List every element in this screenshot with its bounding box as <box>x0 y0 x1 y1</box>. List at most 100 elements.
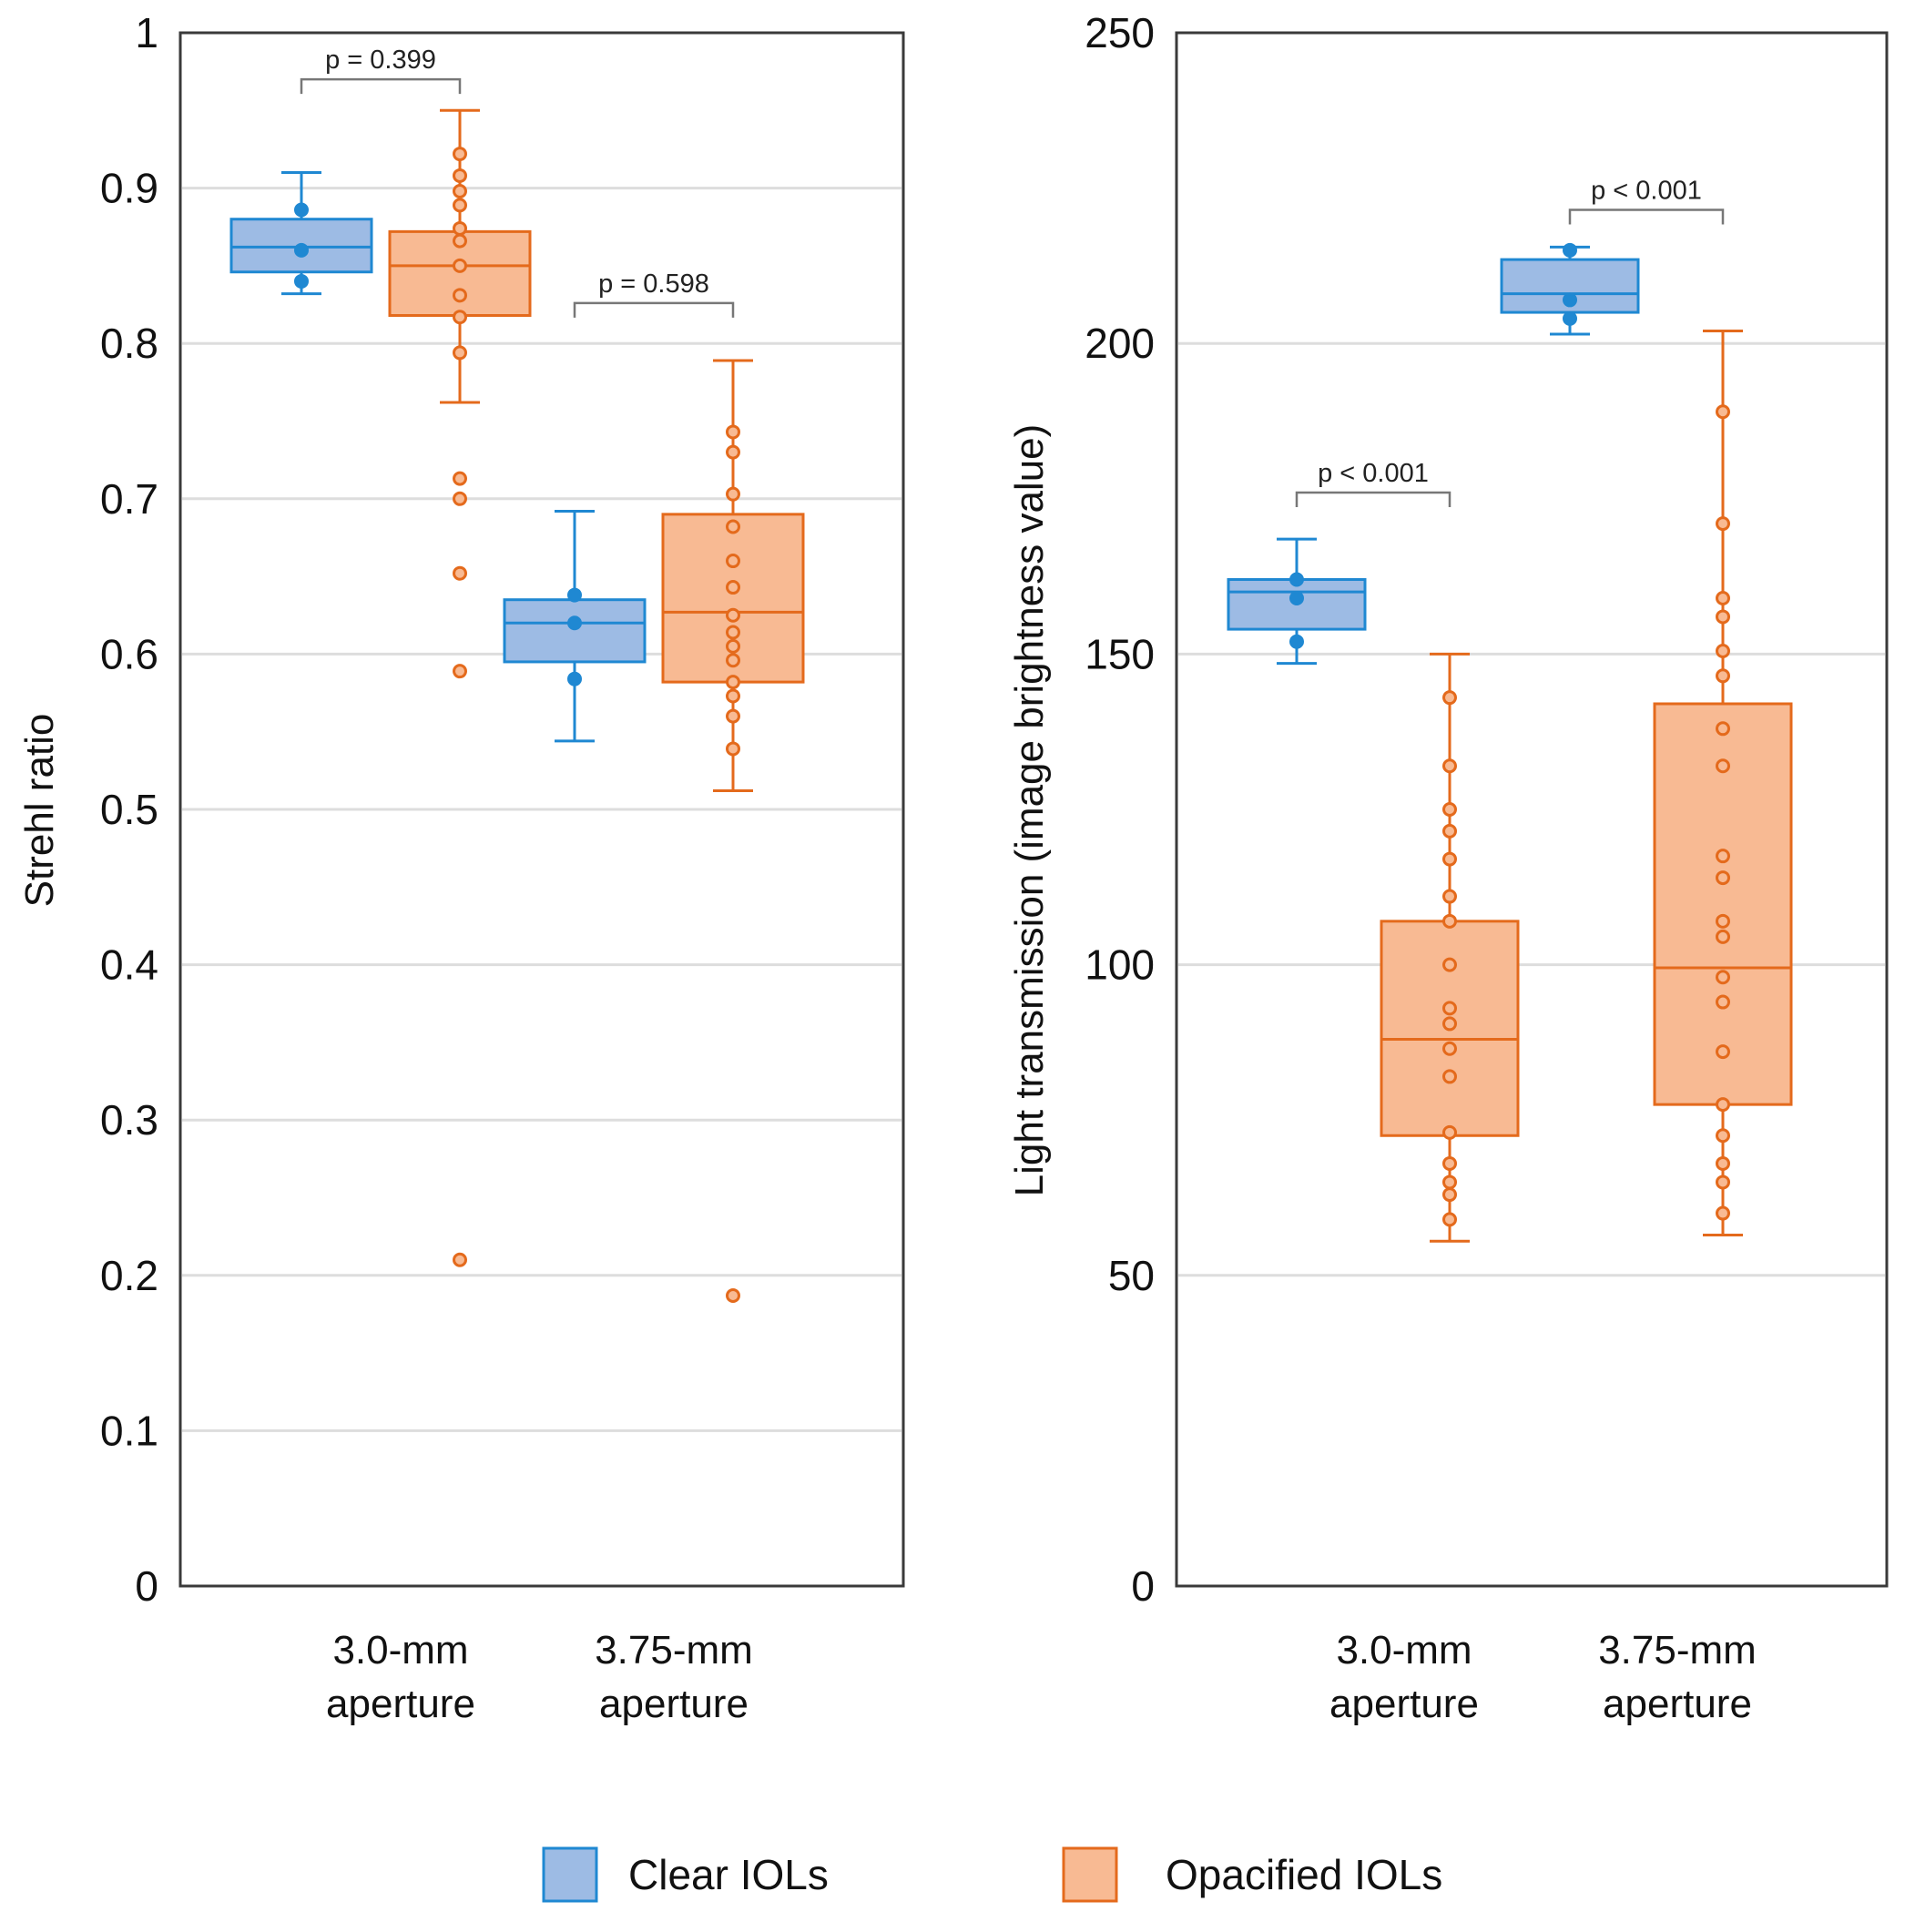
y-tick-label: 150 <box>1085 630 1155 677</box>
data-point <box>453 1252 467 1267</box>
y-tick-label: 0 <box>1131 1562 1155 1610</box>
data-point <box>1289 590 1304 605</box>
y-tick-label: 0.1 <box>100 1407 158 1454</box>
data-point <box>294 242 309 258</box>
data-point <box>1442 1016 1457 1032</box>
x-category-label-1-line2: aperture <box>1329 1682 1479 1726</box>
opacified-box-2 <box>1653 330 1793 1236</box>
y-axis-title: Light transmission (image brightness val… <box>1007 424 1052 1197</box>
data-point <box>1716 1128 1730 1144</box>
data-point <box>453 198 467 213</box>
data-point <box>1442 913 1457 929</box>
y-tick-label: 0.8 <box>100 320 158 367</box>
data-point <box>1716 970 1730 985</box>
data-point <box>726 653 740 668</box>
y-tick-label: 0.4 <box>100 941 158 989</box>
data-point <box>567 615 582 631</box>
clear-box-2 <box>1500 242 1640 336</box>
data-point <box>726 688 740 704</box>
data-point <box>1289 572 1304 587</box>
bracket-line <box>1568 208 1725 225</box>
data-point <box>1716 1097 1730 1113</box>
data-point <box>453 168 467 183</box>
data-point <box>1289 634 1304 649</box>
legend-opacified-label: Opacified IOLs <box>1166 1851 1442 1898</box>
data-point <box>726 519 740 534</box>
opacified-box-2 <box>661 359 805 1303</box>
y-tick-label: 50 <box>1108 1252 1155 1299</box>
data-point <box>726 554 740 569</box>
data-point <box>294 202 309 218</box>
p-value-label: p = 0.598 <box>598 269 709 299</box>
y-tick-label: 0 <box>135 1562 158 1610</box>
data-point <box>1716 516 1730 532</box>
y-tick-label: 0.2 <box>100 1252 158 1299</box>
data-point <box>726 708 740 724</box>
data-point <box>453 220 467 236</box>
data-point <box>1563 242 1577 258</box>
data-point <box>1442 889 1457 904</box>
data-point <box>453 233 467 249</box>
clear-box-1 <box>1227 537 1367 666</box>
p-value-label: p = 0.399 <box>325 46 436 75</box>
data-point <box>1716 1174 1730 1190</box>
data-point <box>453 310 467 325</box>
data-point <box>453 565 467 581</box>
data-point <box>1716 1155 1730 1171</box>
data-point <box>726 741 740 757</box>
data-point <box>1442 802 1457 817</box>
data-point <box>1716 609 1730 625</box>
y-tick-label: 0.6 <box>100 630 158 677</box>
data-point <box>453 664 467 679</box>
data-point <box>1442 823 1457 839</box>
light-transmission-chart: Light transmission (image brightness val… <box>1007 9 1889 1726</box>
data-point <box>1716 913 1730 929</box>
bracket-line <box>573 301 735 318</box>
legend-clear-swatch <box>542 1846 598 1903</box>
legend: Clear IOLs Opacified IOLs <box>542 1846 1442 1903</box>
data-point <box>1716 668 1730 684</box>
data-point <box>567 587 582 603</box>
data-point <box>1442 1187 1457 1203</box>
data-point <box>1716 721 1730 737</box>
data-point <box>1442 1155 1457 1171</box>
data-point <box>1442 690 1457 706</box>
data-point <box>726 638 740 654</box>
opacified-box-1 <box>388 108 532 1267</box>
y-axis-title: Strehl ratio <box>17 714 62 908</box>
p-value-bracket: p = 0.598 <box>573 269 735 318</box>
bracket-line <box>1295 491 1452 507</box>
data-point <box>1442 758 1457 774</box>
y-tick-label: 0.9 <box>100 165 158 212</box>
p-value-bracket: p < 0.001 <box>1568 176 1725 225</box>
data-point <box>453 147 467 162</box>
x-category-label-2-line2: aperture <box>599 1682 749 1726</box>
data-point <box>1442 1041 1457 1056</box>
data-point <box>1716 590 1730 605</box>
data-point <box>1442 1001 1457 1016</box>
data-point <box>453 345 467 361</box>
data-point <box>726 444 740 460</box>
data-point <box>726 625 740 640</box>
data-point <box>1716 994 1730 1010</box>
x-category-label-1-line1: 3.0-mm <box>332 1628 468 1673</box>
data-point <box>1442 1069 1457 1084</box>
legend-clear-label: Clear IOLs <box>628 1851 829 1898</box>
data-point <box>726 607 740 623</box>
p-value-bracket: p = 0.399 <box>300 46 462 95</box>
data-point <box>1716 929 1730 944</box>
opacified-box-1 <box>1380 652 1520 1243</box>
data-point <box>1716 849 1730 864</box>
y-tick-label: 200 <box>1085 320 1155 367</box>
iqr-box <box>503 598 647 664</box>
y-tick-label: 0.5 <box>100 786 158 833</box>
x-category-label-1-line1: 3.0-mm <box>1336 1628 1472 1673</box>
strehl-ratio-chart: Strehl ratio 3.0-mm aperture 3.75-mm ape… <box>17 9 905 1726</box>
y-tick-label: 250 <box>1085 9 1155 56</box>
data-point <box>1563 310 1577 326</box>
data-point <box>1442 1124 1457 1140</box>
data-point <box>1716 1044 1730 1060</box>
data-point <box>1716 758 1730 774</box>
data-point <box>1716 870 1730 886</box>
